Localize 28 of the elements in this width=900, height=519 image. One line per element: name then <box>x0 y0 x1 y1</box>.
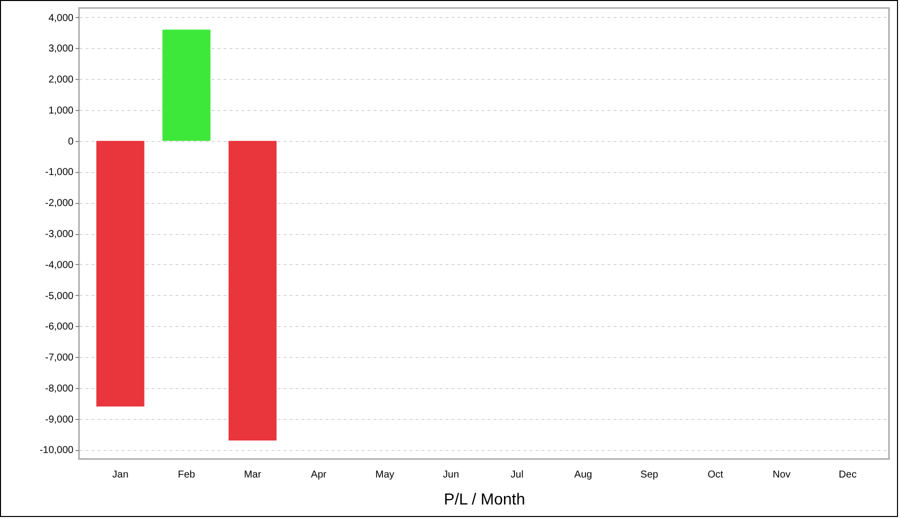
y-tick-label: -9,000 <box>45 414 74 426</box>
y-tick-label: -2,000 <box>45 198 74 210</box>
y-tick-label: 4,000 <box>48 12 74 24</box>
x-tick-label: Jul <box>510 470 524 480</box>
x-tick-label: May <box>375 470 394 480</box>
x-axis-title: P/L / Month <box>444 492 526 508</box>
y-tick-label: 1,000 <box>48 105 74 116</box>
y-tick-label: 2,000 <box>48 74 74 86</box>
x-tick-label: Apr <box>310 470 328 480</box>
y-tick-label: -1,000 <box>45 167 74 178</box>
x-tick-label: Jun <box>442 470 459 480</box>
y-tick-label: -7,000 <box>45 352 74 364</box>
x-tick-label: Jan <box>112 470 128 480</box>
y-tick-label: -5,000 <box>45 290 74 302</box>
x-tick-label: Mar <box>244 470 262 480</box>
x-tick-label: Feb <box>178 470 196 480</box>
y-tick-label: -8,000 <box>45 383 74 394</box>
x-tick-label: Nov <box>772 470 790 480</box>
y-tick-label: -10,000 <box>40 445 74 456</box>
y-tick-label: 0 <box>68 136 74 148</box>
y-tick-label: 3,000 <box>48 44 74 55</box>
x-tick-label: Dec <box>838 470 857 480</box>
y-tick-label: -4,000 <box>45 260 74 271</box>
x-tick-label: Sep <box>640 470 659 480</box>
y-tick-label: -6,000 <box>45 322 74 333</box>
x-tick-label: Aug <box>574 470 592 480</box>
y-tick-label: -3,000 <box>45 229 74 240</box>
x-tick-label: Oct <box>708 470 724 480</box>
